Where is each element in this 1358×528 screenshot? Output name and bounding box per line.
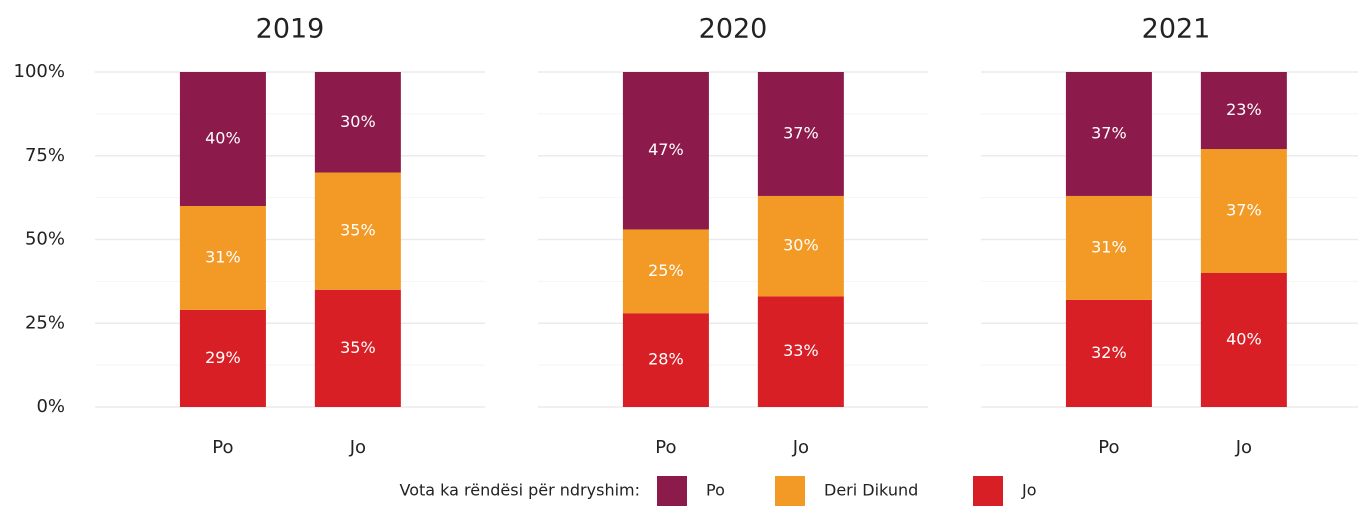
data-label: 23% bbox=[1226, 100, 1262, 119]
panel-title: 2019 bbox=[256, 14, 325, 45]
legend-label: Jo bbox=[1021, 481, 1037, 500]
data-label: 40% bbox=[1226, 330, 1262, 349]
data-label: 32% bbox=[1091, 343, 1127, 362]
bar-segment bbox=[314, 72, 401, 173]
y-tick-label: 75% bbox=[25, 145, 65, 166]
bar-segment bbox=[1200, 149, 1287, 273]
data-label: 37% bbox=[1226, 201, 1262, 220]
bar-segment bbox=[757, 195, 844, 297]
data-label: 30% bbox=[783, 236, 819, 255]
bar-segment bbox=[179, 72, 266, 206]
y-tick-label: 50% bbox=[25, 229, 65, 250]
x-tick-label: Po bbox=[655, 437, 676, 458]
data-label: 28% bbox=[648, 350, 684, 369]
bar-segment bbox=[179, 309, 266, 407]
legend-title: Vota ka rëndësi për ndryshim: bbox=[399, 481, 640, 500]
x-tick-label: Po bbox=[212, 437, 233, 458]
data-label: 37% bbox=[1091, 123, 1127, 142]
bar-segment bbox=[1065, 195, 1152, 300]
legend-swatch bbox=[657, 476, 687, 506]
bar-segment bbox=[622, 313, 709, 407]
bar-segment bbox=[1200, 72, 1287, 150]
data-label: 33% bbox=[783, 341, 819, 360]
y-tick-label: 0% bbox=[36, 396, 65, 417]
legend-label: Po bbox=[706, 481, 725, 500]
legend-swatch bbox=[775, 476, 805, 506]
legend-label: Deri Dikund bbox=[824, 481, 918, 500]
bar-segment bbox=[314, 289, 401, 407]
bar-segment bbox=[1065, 299, 1152, 407]
data-label: 35% bbox=[340, 338, 376, 357]
x-tick-label: Jo bbox=[349, 437, 366, 458]
bar-segment bbox=[622, 72, 709, 230]
panel-title: 2020 bbox=[699, 14, 768, 45]
bar-segment bbox=[179, 206, 266, 310]
bar-segment bbox=[1200, 273, 1287, 407]
panel-title: 2021 bbox=[1142, 14, 1211, 45]
bar-segment bbox=[622, 229, 709, 314]
data-label: 25% bbox=[648, 261, 684, 280]
y-tick-label: 25% bbox=[25, 312, 65, 333]
x-tick-label: Po bbox=[1098, 437, 1119, 458]
data-label: 37% bbox=[783, 123, 819, 142]
data-label: 40% bbox=[205, 129, 241, 148]
bar-segment bbox=[1065, 72, 1152, 196]
x-tick-label: Jo bbox=[1235, 437, 1252, 458]
data-label: 31% bbox=[1091, 237, 1127, 256]
bar-segment bbox=[757, 72, 844, 196]
data-label: 35% bbox=[340, 221, 376, 240]
bar-segment bbox=[757, 296, 844, 407]
data-label: 47% bbox=[648, 140, 684, 159]
bar-segment bbox=[314, 172, 401, 290]
data-label: 31% bbox=[205, 247, 241, 266]
x-tick-label: Jo bbox=[792, 437, 809, 458]
legend-swatch bbox=[973, 476, 1003, 506]
data-label: 30% bbox=[340, 112, 376, 131]
data-label: 29% bbox=[205, 348, 241, 367]
y-tick-label: 100% bbox=[14, 61, 65, 82]
